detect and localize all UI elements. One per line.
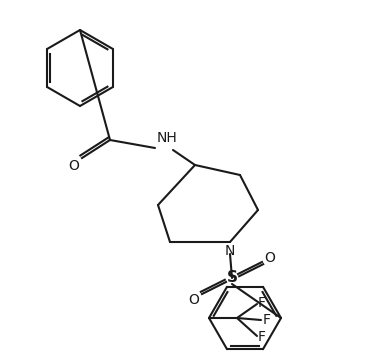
Text: F: F bbox=[258, 296, 266, 310]
Text: S: S bbox=[226, 270, 238, 286]
Text: O: O bbox=[189, 293, 199, 307]
Text: F: F bbox=[258, 330, 266, 344]
Text: NH: NH bbox=[157, 131, 178, 145]
Text: F: F bbox=[263, 313, 271, 327]
Text: O: O bbox=[68, 159, 80, 173]
Text: O: O bbox=[265, 251, 275, 265]
Text: N: N bbox=[225, 244, 235, 258]
